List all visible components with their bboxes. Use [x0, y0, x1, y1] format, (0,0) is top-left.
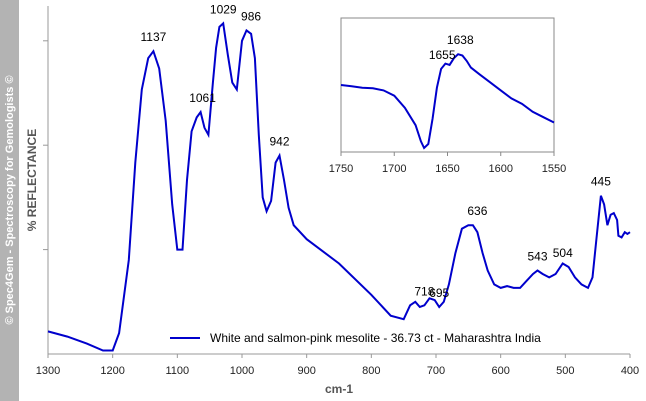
- inset-x-tick-label: 1650: [435, 163, 459, 175]
- peak-label: 445: [591, 175, 611, 189]
- y-axis-label: % REFLECTANCE: [25, 129, 39, 231]
- legend-label: White and salmon-pink mesolite - 36.73 c…: [210, 331, 541, 345]
- x-tick-label: 800: [362, 365, 380, 377]
- inset-x-tick-label: 1600: [489, 163, 513, 175]
- plot-frame: [43, 6, 630, 355]
- peak-label: 942: [269, 135, 289, 149]
- peak-label: 636: [467, 204, 487, 218]
- legend: White and salmon-pink mesolite - 36.73 c…: [170, 331, 541, 345]
- peak-label: 718: [414, 284, 434, 298]
- x-axis-ticks: 1300 1200 1100 1000 900 800 700 600 500 400: [36, 354, 639, 377]
- peak-label: 1137: [141, 30, 167, 44]
- peak-label: 986: [241, 9, 261, 23]
- x-axis-label: cm-1: [325, 382, 353, 396]
- x-tick-label: 700: [427, 365, 445, 377]
- x-tick-label: 500: [556, 365, 574, 377]
- x-tick-label: 900: [297, 365, 315, 377]
- peak-label: 1061: [189, 91, 216, 105]
- x-tick-label: 400: [621, 365, 639, 377]
- inset-frame: [340, 17, 555, 153]
- inset-peak-label: 1655: [429, 48, 456, 62]
- peak-label: 1029: [210, 2, 237, 16]
- inset-border: [340, 17, 555, 153]
- inset-series-line: [340, 53, 555, 150]
- inset-peak-label: 1638: [447, 33, 474, 47]
- sidebar: © Spec4Gem - Spectroscopy for Gemologist…: [0, 0, 19, 401]
- peak-label: 695: [429, 286, 449, 300]
- x-tick-label: 1300: [36, 365, 60, 377]
- inset-x-tick-label: 1550: [542, 163, 566, 175]
- peak-label: 504: [553, 246, 573, 260]
- inset-x-axis-ticks: 1750 1700 1650 1600 1550: [329, 152, 566, 175]
- x-tick-label: 1200: [100, 365, 124, 377]
- peak-label: 543: [528, 249, 548, 263]
- x-tick-label: 1100: [166, 365, 190, 377]
- x-tick-label: 600: [491, 365, 509, 377]
- inset-x-tick-label: 1750: [329, 163, 353, 175]
- series-line: [47, 21, 631, 352]
- x-tick-label: 1000: [230, 365, 254, 377]
- inset-x-tick-label: 1700: [382, 163, 406, 175]
